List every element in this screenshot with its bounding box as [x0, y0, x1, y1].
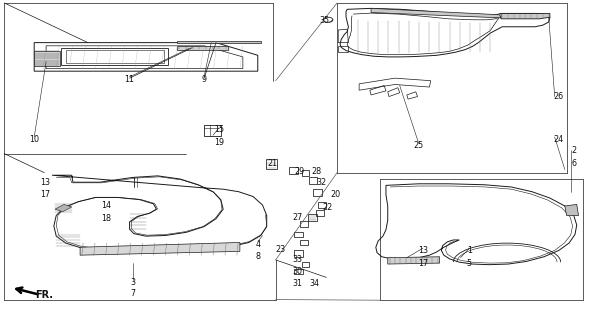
Bar: [294, 232, 302, 237]
Text: FR.: FR.: [35, 291, 53, 300]
Bar: [300, 221, 308, 227]
Bar: [318, 202, 326, 208]
Text: 26: 26: [554, 92, 564, 101]
Text: 27: 27: [292, 213, 303, 222]
Text: 14: 14: [101, 202, 111, 211]
Text: 1: 1: [467, 246, 472, 255]
Polygon shape: [80, 243, 240, 255]
Text: 28: 28: [311, 167, 321, 176]
Bar: [294, 269, 302, 274]
Polygon shape: [565, 204, 579, 215]
Polygon shape: [177, 41, 261, 43]
Text: 10: 10: [29, 135, 39, 144]
Text: 34: 34: [310, 279, 319, 288]
Text: 25: 25: [414, 141, 424, 150]
Bar: [308, 214, 317, 221]
Polygon shape: [388, 257, 440, 264]
Text: 19: 19: [214, 138, 224, 147]
Polygon shape: [34, 51, 60, 67]
Text: 33: 33: [293, 255, 302, 264]
Bar: [289, 167, 298, 174]
Polygon shape: [501, 13, 550, 19]
Text: 31: 31: [293, 279, 302, 288]
Text: 4: 4: [255, 240, 260, 249]
Text: 18: 18: [101, 214, 111, 223]
Text: 7: 7: [130, 289, 135, 298]
Bar: [265, 159, 277, 169]
Text: 20: 20: [330, 190, 340, 199]
Bar: [302, 262, 309, 267]
Polygon shape: [371, 8, 501, 18]
Bar: [316, 211, 324, 216]
Text: 32: 32: [316, 178, 326, 187]
Text: 17: 17: [418, 259, 428, 268]
Bar: [302, 170, 309, 176]
Text: 15: 15: [214, 125, 224, 134]
Text: 29: 29: [294, 167, 305, 176]
Text: 30: 30: [293, 267, 302, 276]
Text: 22: 22: [322, 203, 332, 212]
Text: 5: 5: [467, 259, 472, 268]
Text: 3: 3: [130, 278, 135, 287]
Text: 6: 6: [571, 159, 576, 168]
Bar: [313, 189, 322, 196]
Text: 21: 21: [268, 159, 278, 168]
Polygon shape: [177, 46, 228, 50]
Bar: [294, 250, 302, 257]
Text: 35: 35: [319, 16, 329, 25]
Text: 17: 17: [40, 190, 50, 199]
Text: 13: 13: [40, 178, 50, 187]
Text: 13: 13: [418, 246, 428, 255]
Polygon shape: [55, 204, 72, 212]
Text: 11: 11: [125, 75, 135, 84]
Text: 24: 24: [554, 135, 564, 144]
Text: 9: 9: [201, 75, 207, 84]
Text: 23: 23: [276, 245, 286, 254]
Text: 2: 2: [571, 146, 576, 155]
Text: 8: 8: [255, 252, 260, 261]
Bar: [309, 178, 317, 184]
Bar: [300, 240, 308, 245]
